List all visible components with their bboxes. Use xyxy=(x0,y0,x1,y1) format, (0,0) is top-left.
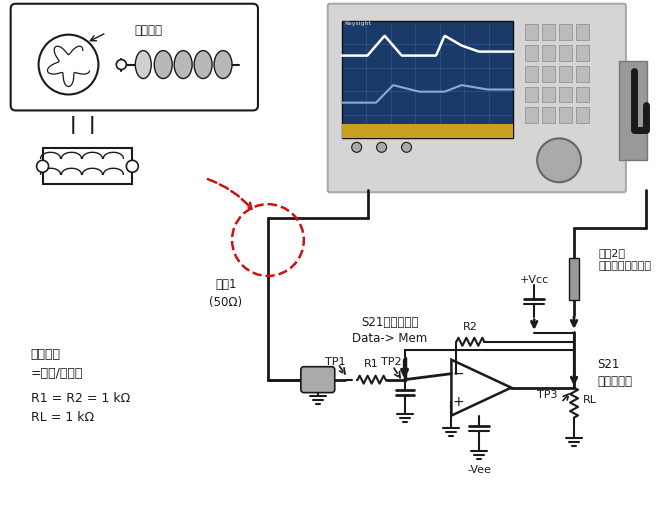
Bar xyxy=(569,258,579,300)
Text: 端口2，
连接高阻有源探头: 端口2， 连接高阻有源探头 xyxy=(599,248,652,271)
Text: R1 = R2 = 1 kΩ
RL = 1 kΩ: R1 = R2 = 1 kΩ RL = 1 kΩ xyxy=(31,392,130,423)
FancyBboxPatch shape xyxy=(11,4,258,110)
Ellipse shape xyxy=(155,50,172,78)
Bar xyxy=(342,124,513,138)
Bar xyxy=(576,66,589,82)
Bar xyxy=(576,107,589,124)
Text: TP2: TP2 xyxy=(381,357,402,367)
Text: RL: RL xyxy=(583,394,597,404)
Bar xyxy=(542,24,555,39)
Bar xyxy=(525,45,538,60)
Bar xyxy=(542,66,555,82)
Bar xyxy=(576,86,589,103)
Bar xyxy=(559,24,572,39)
Text: S21
（第二步）: S21 （第二步） xyxy=(597,358,632,388)
Ellipse shape xyxy=(135,50,151,78)
Text: Keysight: Keysight xyxy=(345,21,372,26)
Bar xyxy=(525,24,538,39)
Bar xyxy=(342,21,513,138)
Bar xyxy=(559,86,572,103)
Bar xyxy=(576,24,589,39)
Circle shape xyxy=(127,160,139,172)
Circle shape xyxy=(352,143,362,153)
Circle shape xyxy=(402,143,412,153)
FancyBboxPatch shape xyxy=(301,367,335,392)
Bar xyxy=(559,45,572,60)
Bar xyxy=(43,148,133,184)
Text: -Vee: -Vee xyxy=(468,466,492,476)
Bar xyxy=(525,107,538,124)
Circle shape xyxy=(537,138,581,182)
Text: TP1: TP1 xyxy=(326,357,346,367)
FancyBboxPatch shape xyxy=(328,4,626,192)
Text: R2: R2 xyxy=(463,322,478,332)
Text: R1: R1 xyxy=(364,359,379,369)
Circle shape xyxy=(37,160,49,172)
Text: 同轴电缆: 同轴电缆 xyxy=(135,24,163,37)
Text: 开环增益
=数据/存储器: 开环增益 =数据/存储器 xyxy=(31,348,83,380)
Bar xyxy=(542,107,555,124)
Text: 端口1
(50Ω): 端口1 (50Ω) xyxy=(210,278,242,309)
Text: S21（第一步）
Data-> Mem: S21（第一步） Data-> Mem xyxy=(352,316,427,345)
Bar xyxy=(525,86,538,103)
Ellipse shape xyxy=(194,50,212,78)
Bar xyxy=(619,60,647,160)
Bar xyxy=(525,66,538,82)
Ellipse shape xyxy=(174,50,192,78)
Text: −: − xyxy=(453,367,464,381)
Bar xyxy=(542,45,555,60)
Bar xyxy=(576,45,589,60)
Text: |  |: | | xyxy=(70,116,95,135)
Circle shape xyxy=(376,143,386,153)
Bar xyxy=(559,66,572,82)
Bar xyxy=(559,107,572,124)
Ellipse shape xyxy=(214,50,232,78)
Bar xyxy=(542,86,555,103)
Text: TP3: TP3 xyxy=(537,390,557,400)
Text: +Vcc: +Vcc xyxy=(519,275,549,285)
Text: +: + xyxy=(453,394,464,409)
Circle shape xyxy=(117,59,127,69)
